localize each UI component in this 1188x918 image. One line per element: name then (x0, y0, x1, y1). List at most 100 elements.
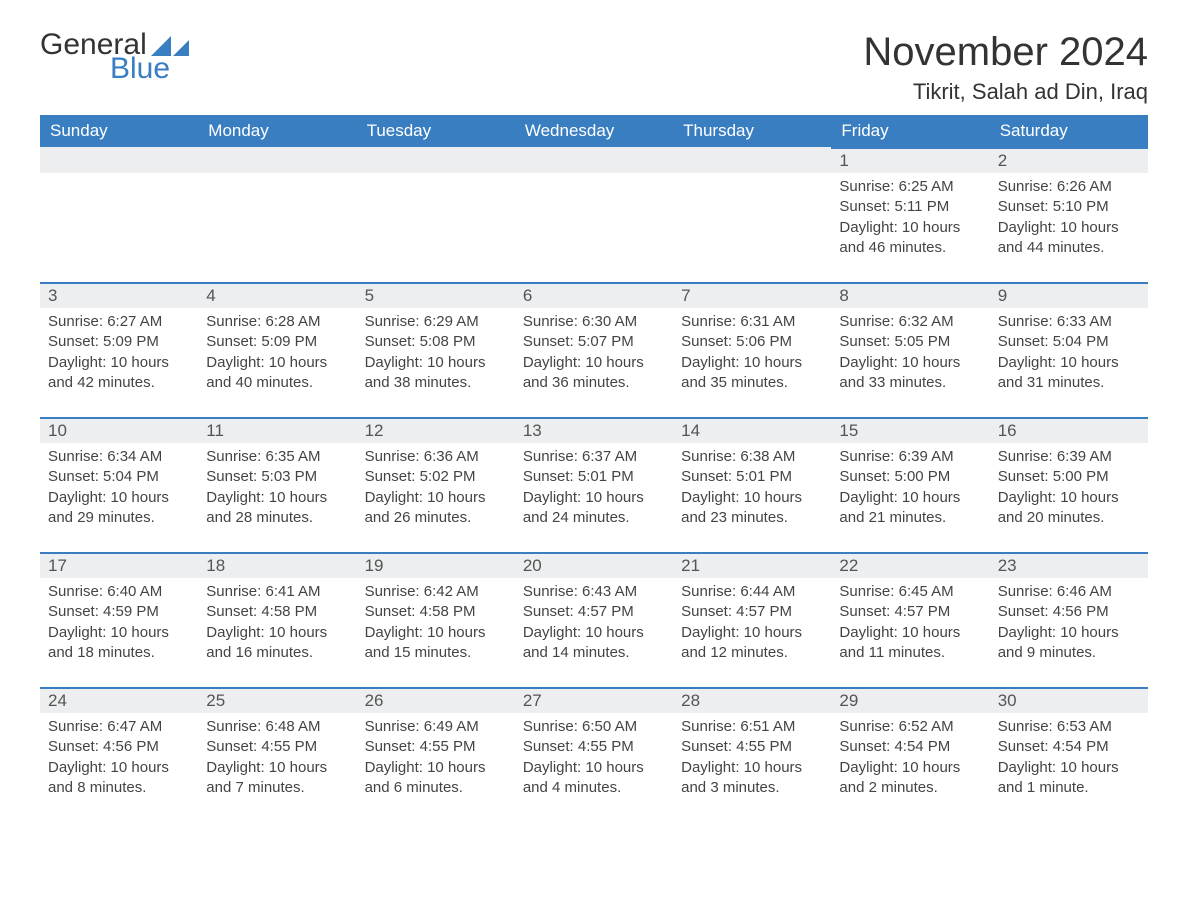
daylight-text: Daylight: 10 hours and 7 minutes. (206, 758, 348, 799)
calendar-header: SundayMondayTuesdayWednesdayThursdayFrid… (40, 115, 1148, 148)
day-details: Sunrise: 6:47 AMSunset: 4:56 PMDaylight:… (40, 713, 198, 822)
daylight-text: Daylight: 10 hours and 6 minutes. (365, 758, 507, 799)
sunset-text: Sunset: 4:54 PM (998, 737, 1140, 757)
sunrise-text: Sunrise: 6:25 AM (839, 177, 981, 197)
sunrise-text: Sunrise: 6:33 AM (998, 312, 1140, 332)
header-row: General Blue November 2024 Tikrit, Salah… (40, 30, 1148, 105)
sunset-text: Sunset: 5:04 PM (48, 467, 190, 487)
day-number: 22 (831, 553, 989, 578)
daylight-text: Daylight: 10 hours and 23 minutes. (681, 488, 823, 529)
sunset-text: Sunset: 4:57 PM (839, 602, 981, 622)
day-number: 17 (40, 553, 198, 578)
day-details: Sunrise: 6:32 AMSunset: 5:05 PMDaylight:… (831, 308, 989, 418)
calendar-table: SundayMondayTuesdayWednesdayThursdayFrid… (40, 115, 1148, 822)
daylight-text: Daylight: 10 hours and 12 minutes. (681, 623, 823, 664)
day-details: Sunrise: 6:45 AMSunset: 4:57 PMDaylight:… (831, 578, 989, 688)
day-number: 11 (198, 418, 356, 443)
day-number: 29 (831, 688, 989, 713)
day-number: 21 (673, 553, 831, 578)
sunset-text: Sunset: 5:05 PM (839, 332, 981, 352)
sunset-text: Sunset: 5:06 PM (681, 332, 823, 352)
sunrise-text: Sunrise: 6:53 AM (998, 717, 1140, 737)
daylight-text: Daylight: 10 hours and 1 minute. (998, 758, 1140, 799)
day-details: Sunrise: 6:49 AMSunset: 4:55 PMDaylight:… (357, 713, 515, 822)
empty-day-body (198, 173, 356, 283)
weekday-header: Wednesday (515, 115, 673, 148)
daylight-text: Daylight: 10 hours and 20 minutes. (998, 488, 1140, 529)
day-number: 14 (673, 418, 831, 443)
daylight-text: Daylight: 10 hours and 26 minutes. (365, 488, 507, 529)
sunset-text: Sunset: 4:55 PM (206, 737, 348, 757)
daylight-text: Daylight: 10 hours and 18 minutes. (48, 623, 190, 664)
sunrise-text: Sunrise: 6:45 AM (839, 582, 981, 602)
sunrise-text: Sunrise: 6:48 AM (206, 717, 348, 737)
sunrise-text: Sunrise: 6:31 AM (681, 312, 823, 332)
sunset-text: Sunset: 5:09 PM (48, 332, 190, 352)
daylight-text: Daylight: 10 hours and 14 minutes. (523, 623, 665, 664)
day-details: Sunrise: 6:27 AMSunset: 5:09 PMDaylight:… (40, 308, 198, 418)
day-details: Sunrise: 6:52 AMSunset: 4:54 PMDaylight:… (831, 713, 989, 822)
daylight-text: Daylight: 10 hours and 9 minutes. (998, 623, 1140, 664)
day-number: 26 (357, 688, 515, 713)
empty-day-body (357, 173, 515, 283)
sunset-text: Sunset: 5:08 PM (365, 332, 507, 352)
sunset-text: Sunset: 5:07 PM (523, 332, 665, 352)
sunrise-text: Sunrise: 6:37 AM (523, 447, 665, 467)
sunset-text: Sunset: 4:58 PM (365, 602, 507, 622)
sunset-text: Sunset: 4:56 PM (48, 737, 190, 757)
empty-day-body (40, 173, 198, 283)
weekday-header: Monday (198, 115, 356, 148)
sunrise-text: Sunrise: 6:41 AM (206, 582, 348, 602)
title-block: November 2024 Tikrit, Salah ad Din, Iraq (863, 30, 1148, 105)
weekday-header: Sunday (40, 115, 198, 148)
day-details: Sunrise: 6:44 AMSunset: 4:57 PMDaylight:… (673, 578, 831, 688)
sunrise-text: Sunrise: 6:44 AM (681, 582, 823, 602)
sunrise-text: Sunrise: 6:27 AM (48, 312, 190, 332)
sunset-text: Sunset: 4:55 PM (681, 737, 823, 757)
sunrise-text: Sunrise: 6:39 AM (998, 447, 1140, 467)
day-number: 8 (831, 283, 989, 308)
day-number: 20 (515, 553, 673, 578)
day-number: 2 (990, 148, 1148, 173)
location-subtitle: Tikrit, Salah ad Din, Iraq (863, 79, 1148, 105)
sunset-text: Sunset: 5:02 PM (365, 467, 507, 487)
day-details: Sunrise: 6:41 AMSunset: 4:58 PMDaylight:… (198, 578, 356, 688)
weekday-header: Tuesday (357, 115, 515, 148)
day-details: Sunrise: 6:40 AMSunset: 4:59 PMDaylight:… (40, 578, 198, 688)
sunset-text: Sunset: 4:55 PM (365, 737, 507, 757)
sunrise-text: Sunrise: 6:32 AM (839, 312, 981, 332)
day-details: Sunrise: 6:51 AMSunset: 4:55 PMDaylight:… (673, 713, 831, 822)
day-number: 25 (198, 688, 356, 713)
sunset-text: Sunset: 5:04 PM (998, 332, 1140, 352)
sunset-text: Sunset: 5:10 PM (998, 197, 1140, 217)
daylight-text: Daylight: 10 hours and 16 minutes. (206, 623, 348, 664)
daylight-text: Daylight: 10 hours and 40 minutes. (206, 353, 348, 394)
daylight-text: Daylight: 10 hours and 8 minutes. (48, 758, 190, 799)
day-number: 23 (990, 553, 1148, 578)
sunrise-text: Sunrise: 6:40 AM (48, 582, 190, 602)
sunrise-text: Sunrise: 6:29 AM (365, 312, 507, 332)
sunrise-text: Sunrise: 6:47 AM (48, 717, 190, 737)
daylight-text: Daylight: 10 hours and 2 minutes. (839, 758, 981, 799)
daylight-text: Daylight: 10 hours and 31 minutes. (998, 353, 1140, 394)
day-number: 15 (831, 418, 989, 443)
day-number: 1 (831, 148, 989, 173)
day-details: Sunrise: 6:46 AMSunset: 4:56 PMDaylight:… (990, 578, 1148, 688)
sunrise-text: Sunrise: 6:43 AM (523, 582, 665, 602)
sunrise-text: Sunrise: 6:39 AM (839, 447, 981, 467)
day-details: Sunrise: 6:43 AMSunset: 4:57 PMDaylight:… (515, 578, 673, 688)
day-details: Sunrise: 6:28 AMSunset: 5:09 PMDaylight:… (198, 308, 356, 418)
day-details: Sunrise: 6:37 AMSunset: 5:01 PMDaylight:… (515, 443, 673, 553)
day-details: Sunrise: 6:31 AMSunset: 5:06 PMDaylight:… (673, 308, 831, 418)
month-title: November 2024 (863, 30, 1148, 75)
sunrise-text: Sunrise: 6:35 AM (206, 447, 348, 467)
weekday-header: Friday (831, 115, 989, 148)
daylight-text: Daylight: 10 hours and 33 minutes. (839, 353, 981, 394)
empty-day-body (515, 173, 673, 283)
sunset-text: Sunset: 4:57 PM (681, 602, 823, 622)
calendar-body: 12Sunrise: 6:25 AMSunset: 5:11 PMDayligh… (40, 148, 1148, 822)
day-number: 28 (673, 688, 831, 713)
day-number: 13 (515, 418, 673, 443)
day-number: 19 (357, 553, 515, 578)
day-number: 10 (40, 418, 198, 443)
